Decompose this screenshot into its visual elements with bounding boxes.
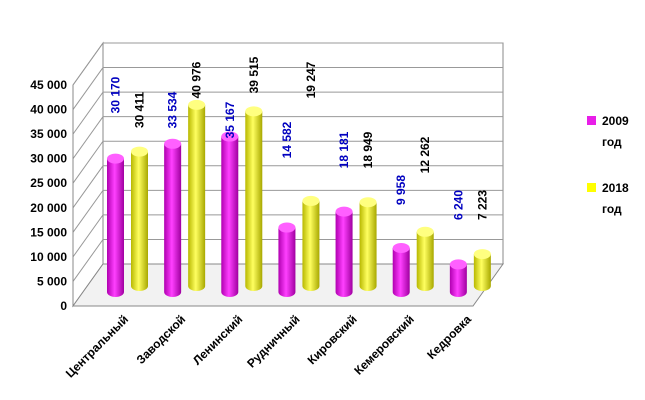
legend-swatch-2009 [587, 116, 596, 125]
side-wall [72, 41, 104, 308]
y-tick-label: 20 000 [30, 201, 67, 215]
gridline [72, 165, 503, 209]
bar-top [164, 138, 182, 149]
bar-top [449, 259, 467, 270]
bar-body [131, 151, 148, 291]
gridline [72, 140, 503, 184]
gridline [72, 116, 503, 159]
bar-body [449, 264, 467, 297]
bar [107, 153, 124, 297]
bar-body [221, 136, 239, 297]
data-label: 14 582 [280, 121, 294, 158]
x-tick-label: Ленинский [190, 312, 245, 367]
gridline [72, 67, 503, 110]
y-tick-label: 25 000 [30, 176, 67, 190]
bar [245, 106, 263, 291]
bar-top [245, 106, 263, 117]
legend-label-2009-year: год [602, 135, 622, 149]
data-label: 18 949 [361, 131, 375, 168]
bar-top [221, 131, 239, 142]
bar-top [278, 222, 296, 233]
x-tick-label: Кировский [305, 312, 360, 367]
bar-body [302, 200, 320, 291]
bar [131, 146, 148, 291]
bar [221, 131, 239, 297]
bar-body [359, 202, 377, 291]
bar [335, 206, 353, 297]
y-tick-label: 10 000 [30, 250, 67, 264]
bar-body [416, 231, 434, 291]
bar-top [188, 99, 206, 110]
bar [449, 259, 467, 297]
bar-top [416, 226, 434, 237]
bar [473, 249, 491, 291]
x-tick-label: Кедровка [424, 312, 474, 362]
bars [107, 99, 491, 297]
y-tick-label: 15 000 [30, 225, 67, 239]
legend-swatch-2018 [587, 183, 596, 192]
bar-top [335, 206, 353, 217]
legend-label-2018: 2018 [602, 181, 629, 195]
data-label: 19 247 [304, 61, 318, 98]
y-tick-label: 30 000 [30, 152, 67, 166]
bar-top [392, 242, 410, 253]
bar [188, 99, 206, 291]
data-label: 35 167 [223, 101, 237, 138]
data-label: 7 223 [475, 190, 489, 220]
data-label: 33 534 [166, 91, 180, 128]
data-label: 9 958 [394, 175, 408, 205]
x-tick-label: Кемеровский [351, 312, 416, 377]
bar [392, 242, 410, 297]
y-tick-label: 45 000 [30, 78, 67, 92]
bar [278, 222, 296, 297]
data-labels: 30 170 30 411 33 534 40 976 35 167 39 515 14 5… [109, 56, 490, 220]
bar [416, 226, 434, 291]
y-tick-label: 5 000 [37, 274, 67, 288]
y-tick-label: 0 [60, 299, 67, 313]
gridline [72, 42, 503, 86]
data-label: 12 262 [418, 136, 432, 173]
legend-label-2018-year: год [602, 202, 622, 216]
bar-top [131, 146, 148, 157]
bar-body [188, 104, 206, 291]
data-label: 39 515 [247, 56, 261, 93]
data-label: 6 240 [451, 190, 465, 220]
bar-top [473, 249, 491, 260]
gridline [72, 189, 503, 233]
bar [302, 195, 320, 291]
y-tick-label: 35 000 [30, 127, 67, 141]
y-tick-label: 40 000 [30, 103, 67, 117]
legend-label-2009: 2009 [602, 114, 629, 128]
data-label: 18 181 [337, 131, 351, 168]
x-tick-label: Центральный [63, 312, 131, 380]
x-tick-label: Заводской [134, 312, 189, 367]
bar-top [302, 195, 320, 206]
bar-body [107, 158, 124, 297]
bar [359, 197, 377, 291]
data-label: 30 411 [133, 92, 147, 128]
bar-body [473, 254, 491, 291]
bar-body [164, 143, 182, 297]
gridline [72, 91, 503, 135]
data-label: 40 976 [190, 61, 204, 98]
bar-body [392, 247, 410, 297]
y-axis: 0 5 000 10 000 15 000 20 000 25 000 30 000 35 0… [30, 78, 74, 313]
bar-top [107, 153, 124, 164]
x-tick-label: Рудничный [244, 312, 302, 370]
bar-top [359, 197, 377, 208]
legend: 2009 год 2018 год [587, 114, 629, 216]
bar [164, 138, 182, 297]
data-label: 30 170 [109, 76, 123, 113]
bar-body [278, 227, 296, 297]
bar-body [245, 111, 263, 291]
bar-body [335, 211, 353, 297]
